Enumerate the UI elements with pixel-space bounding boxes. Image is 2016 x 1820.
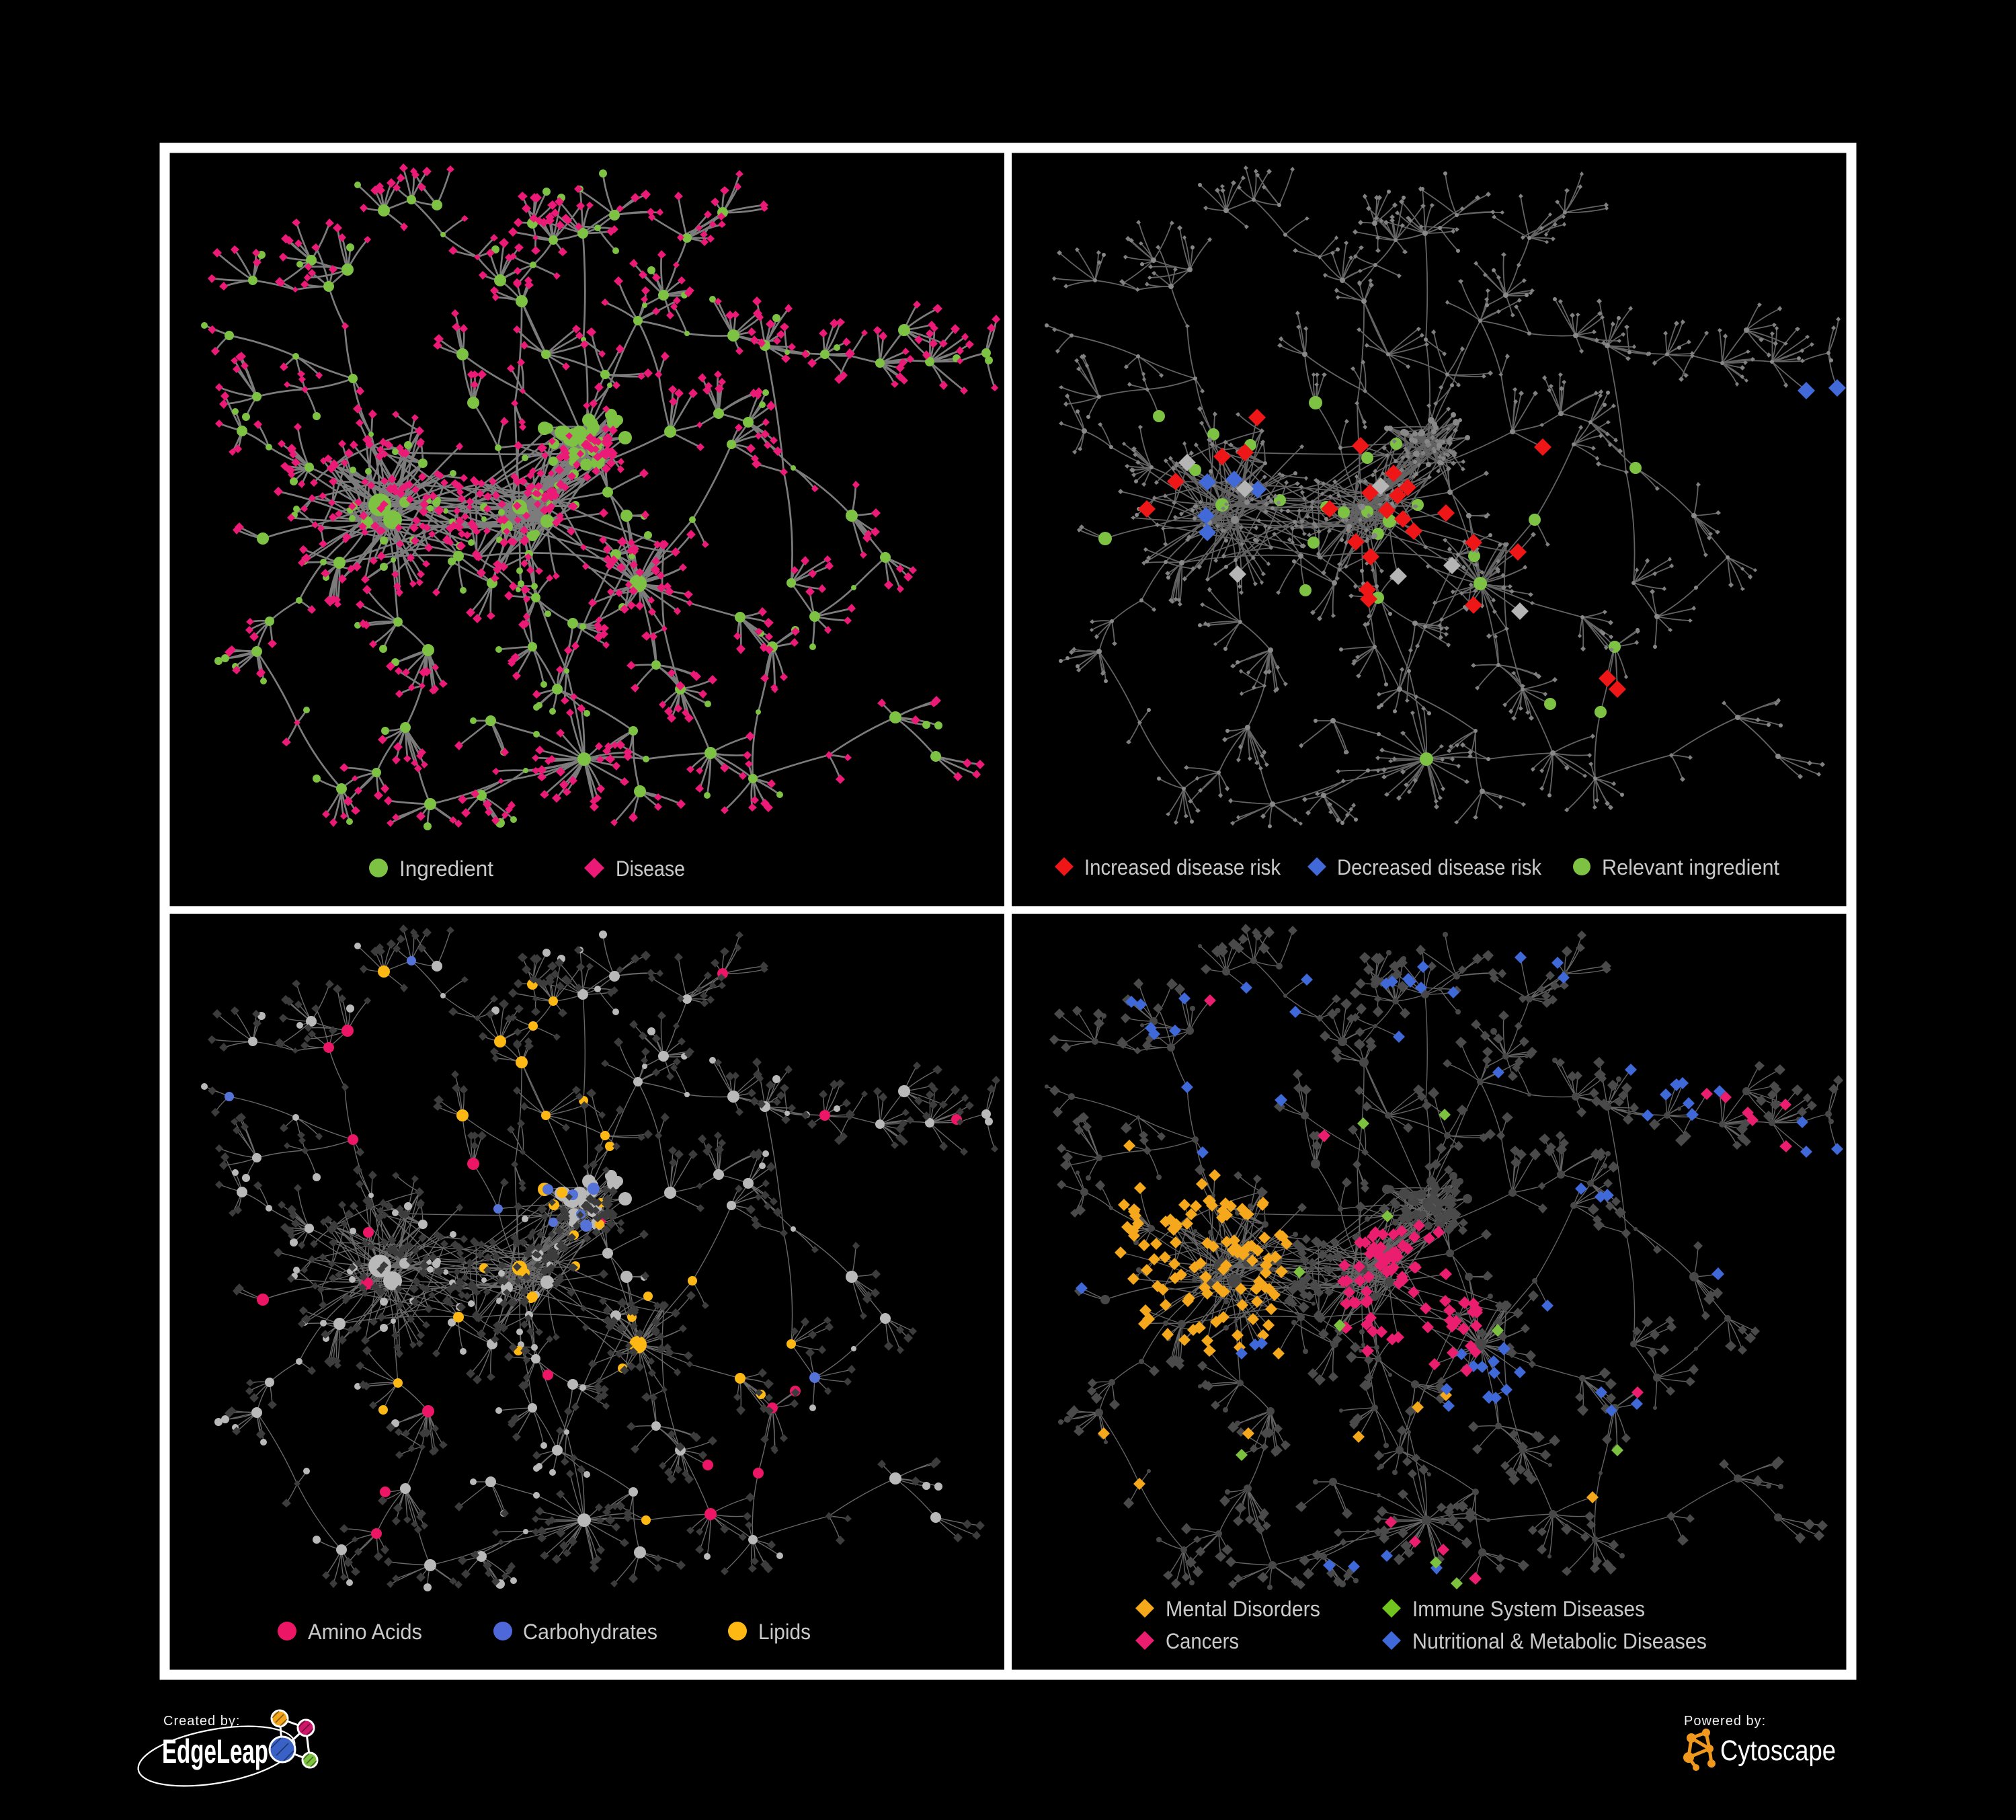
svg-text:Cytoscape: Cytoscape — [1720, 1735, 1836, 1767]
svg-text:Disease: Disease — [616, 857, 685, 881]
svg-text:Nutritional & Metabolic Diseas: Nutritional & Metabolic Diseases — [1412, 1629, 1707, 1653]
svg-text:EdgeLeap: EdgeLeap — [162, 1733, 268, 1770]
svg-text:Powered by:: Powered by: — [1684, 1714, 1766, 1729]
svg-text:Amino Acids: Amino Acids — [308, 1620, 422, 1644]
svg-text:Lipids: Lipids — [758, 1620, 811, 1644]
svg-text:Increased disease risk: Increased disease risk — [1084, 855, 1281, 879]
svg-text:Created by:: Created by: — [163, 1714, 240, 1729]
svg-text:Decreased disease risk: Decreased disease risk — [1337, 855, 1542, 879]
svg-text:Cancers: Cancers — [1166, 1629, 1239, 1653]
svg-text:Relevant ingredient: Relevant ingredient — [1602, 855, 1779, 879]
svg-text:Ingredient: Ingredient — [399, 857, 493, 881]
svg-text:Carbohydrates: Carbohydrates — [523, 1620, 657, 1644]
svg-text:Immune System Diseases: Immune System Diseases — [1412, 1597, 1645, 1621]
svg-text:Mental Disorders: Mental Disorders — [1166, 1597, 1320, 1621]
